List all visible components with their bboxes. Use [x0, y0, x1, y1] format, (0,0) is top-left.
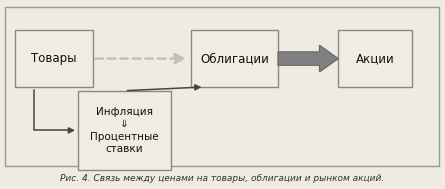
Polygon shape: [278, 45, 338, 72]
Text: Облигации: Облигации: [200, 52, 269, 65]
Text: Товары: Товары: [31, 52, 77, 65]
FancyBboxPatch shape: [191, 30, 278, 87]
FancyBboxPatch shape: [338, 30, 412, 87]
Text: Акции: Акции: [356, 52, 394, 65]
FancyBboxPatch shape: [5, 7, 439, 166]
FancyBboxPatch shape: [78, 91, 171, 170]
FancyBboxPatch shape: [15, 30, 93, 87]
Text: Инфляция
⇓
Процентные
ставки: Инфляция ⇓ Процентные ставки: [90, 107, 159, 154]
Text: Рис. 4. Связь между ценами на товары, облигации и рынком акций.: Рис. 4. Связь между ценами на товары, об…: [61, 174, 384, 183]
